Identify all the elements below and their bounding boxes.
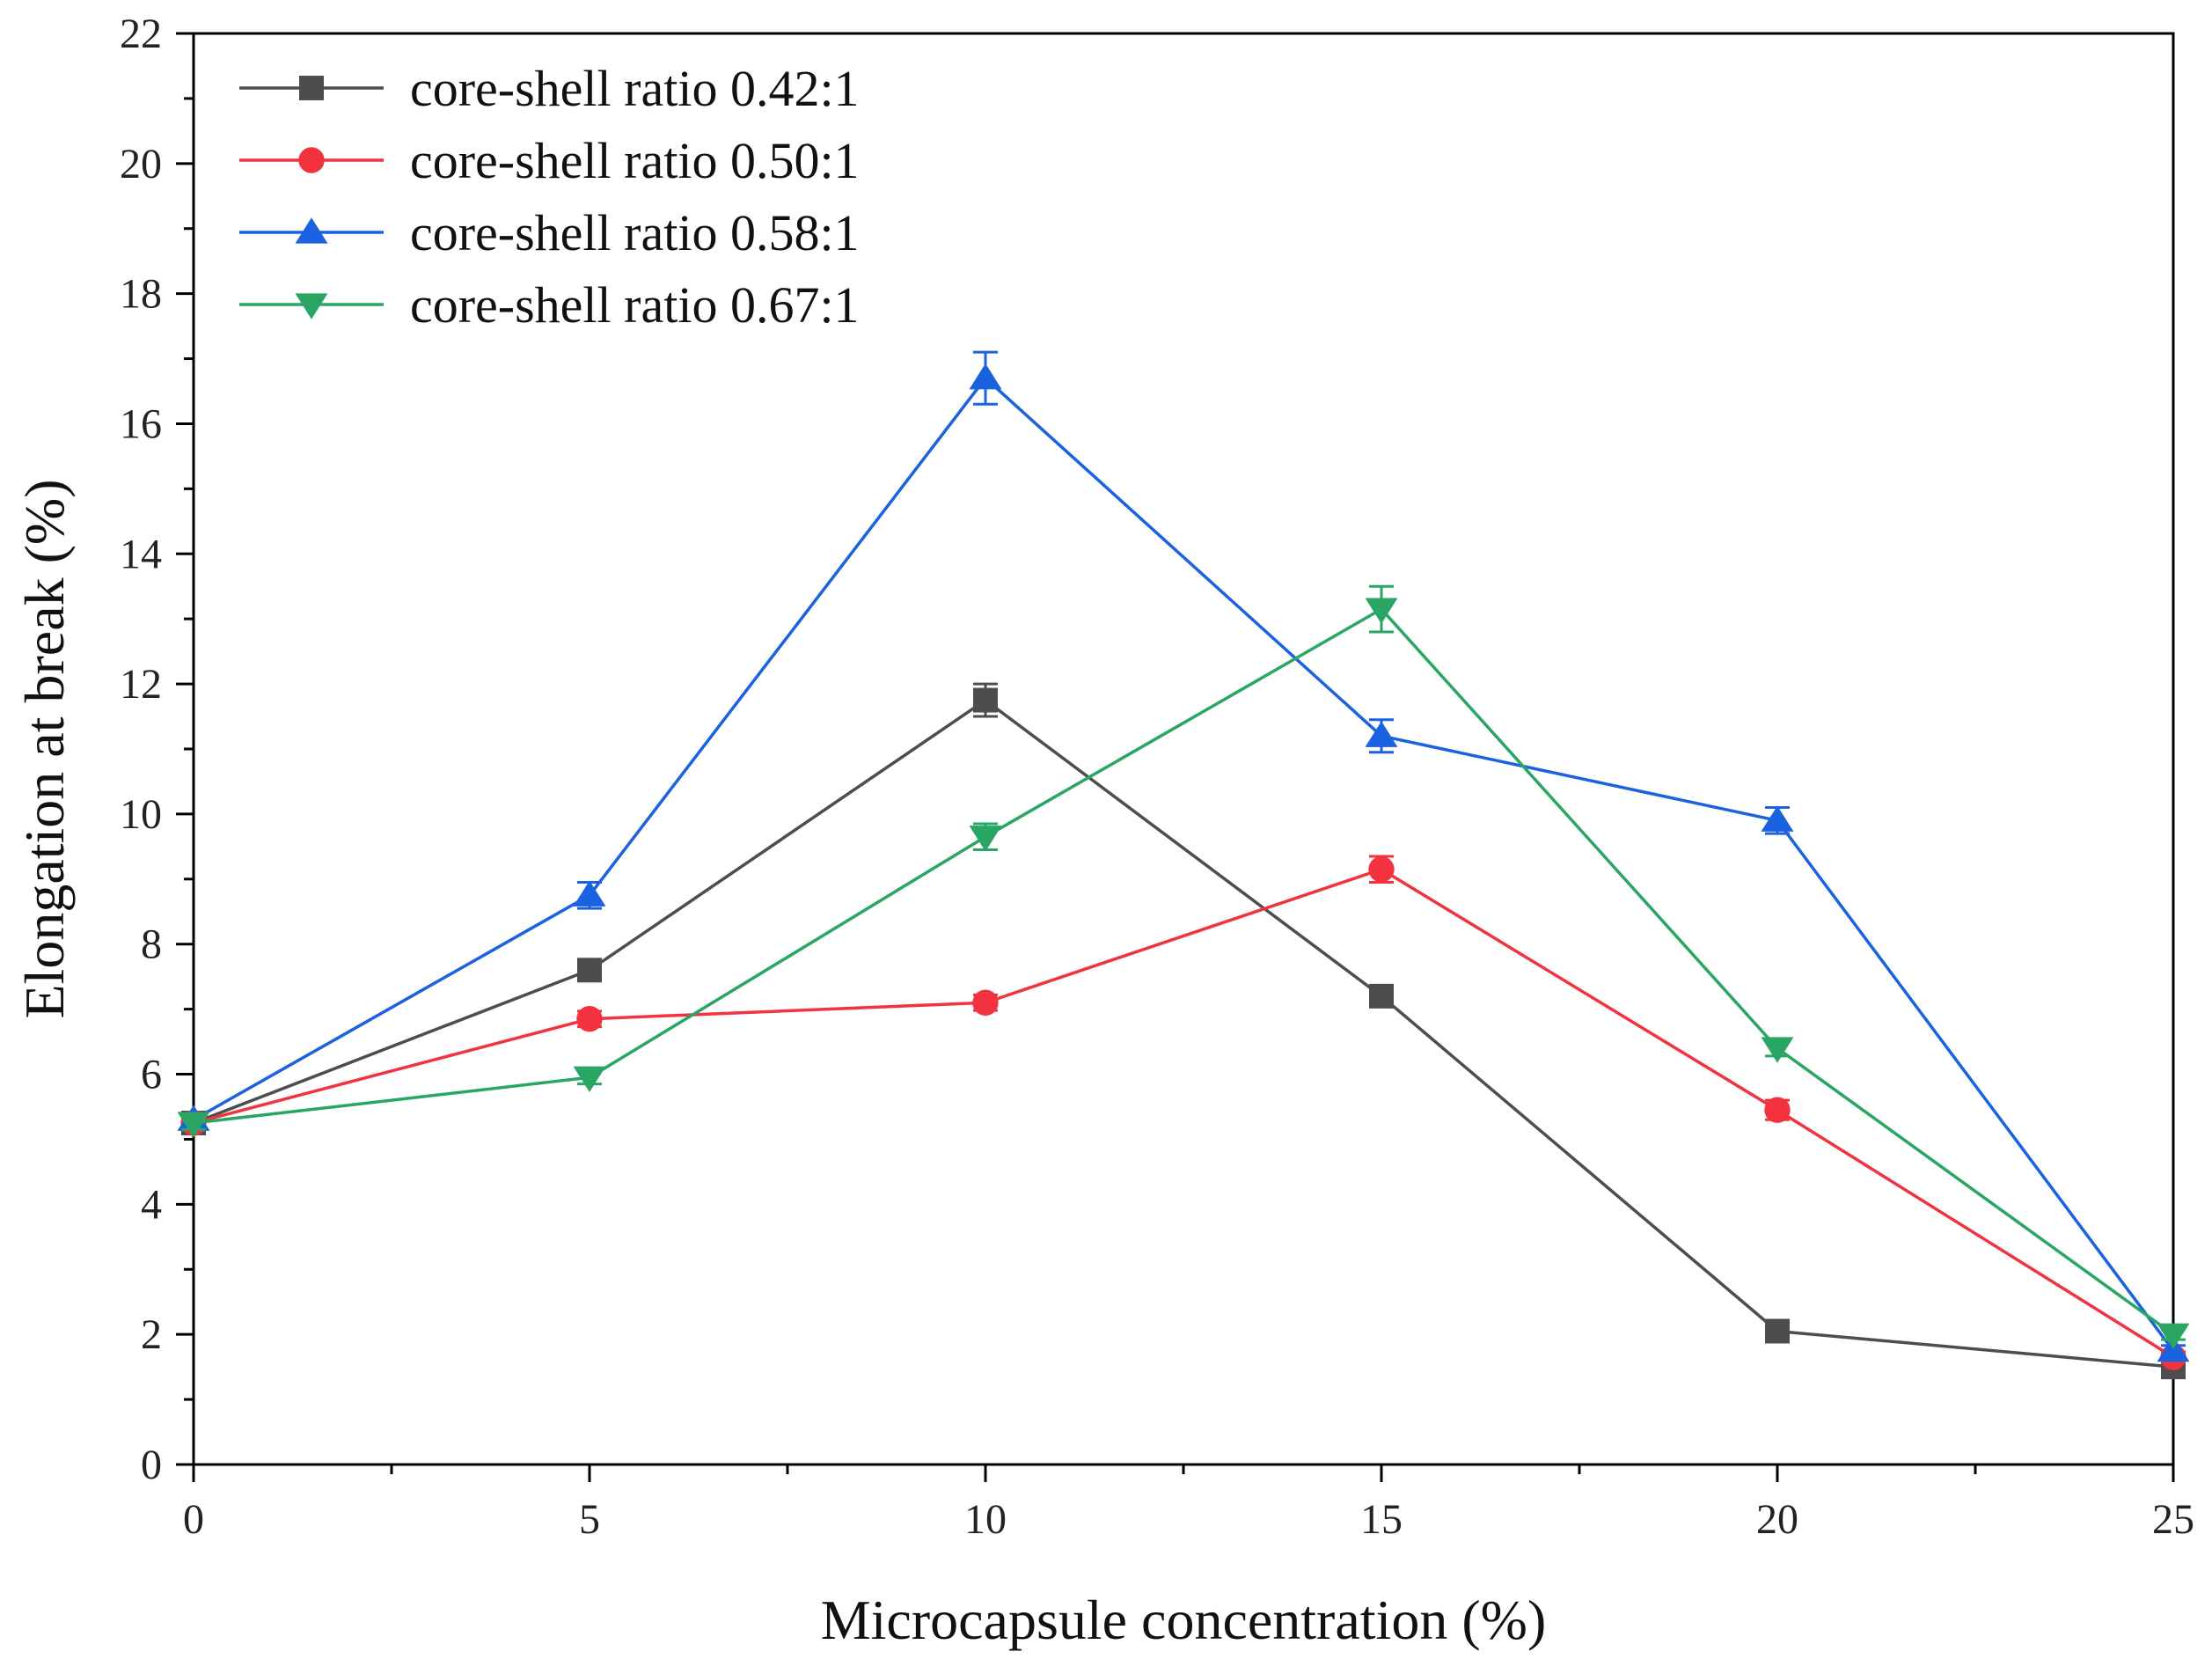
y-tick-label: 20	[120, 141, 162, 187]
y-tick-label: 14	[120, 531, 162, 577]
legend-entry: core-shell ratio 0.50:1	[239, 132, 860, 189]
data-point	[1765, 1318, 1790, 1344]
x-tick-label: 0	[183, 1496, 204, 1543]
data-point	[1365, 598, 1398, 624]
series-triangle-up	[177, 350, 2190, 1362]
data-point	[969, 826, 1002, 852]
data-point	[576, 1006, 603, 1032]
data-point	[1365, 721, 1398, 747]
legend-label: core-shell ratio 0.42:1	[410, 60, 860, 117]
legend-label: core-shell ratio 0.67:1	[410, 276, 860, 334]
x-tick-label: 10	[964, 1496, 1007, 1543]
y-tick-label: 22	[120, 11, 162, 57]
legend-entry: core-shell ratio 0.58:1	[239, 204, 860, 261]
series-triangle-down	[177, 584, 2190, 1349]
axes: 0 5 10 15 20 25 0 2 4 6 8 10 12 14 16 18 20 22	[120, 11, 2194, 1543]
y-tick-label: 18	[120, 271, 162, 318]
legend-label: core-shell ratio 0.58:1	[410, 204, 860, 261]
legend: core-shell ratio 0.42:1 core-shell ratio …	[239, 60, 860, 334]
legend-entry: core-shell ratio 0.67:1	[239, 276, 860, 334]
data-point	[1761, 1037, 1794, 1063]
data-point	[1368, 856, 1395, 883]
data-point	[2157, 1323, 2190, 1349]
series-group	[177, 350, 2190, 1380]
data-point	[972, 989, 999, 1016]
data-point	[969, 363, 1002, 390]
y-tick-label: 0	[141, 1442, 162, 1488]
data-point	[177, 1112, 210, 1138]
series-line	[193, 376, 2175, 1352]
legend-marker	[295, 293, 328, 319]
series-line	[193, 607, 2175, 1336]
data-point	[973, 687, 998, 713]
legend-entry: core-shell ratio 0.42:1	[239, 60, 860, 117]
y-tick-label: 12	[120, 661, 162, 708]
y-tick-label: 4	[141, 1181, 162, 1228]
y-tick-label: 10	[120, 791, 162, 838]
legend-marker	[298, 147, 325, 173]
data-point	[577, 958, 602, 983]
legend-marker	[295, 217, 328, 244]
data-point	[1761, 805, 1794, 832]
data-point	[573, 880, 606, 907]
legend-marker	[299, 76, 324, 100]
y-tick-label: 16	[120, 400, 162, 447]
data-point	[1369, 983, 1394, 1009]
y-tick-label: 8	[141, 921, 162, 968]
data-point	[1764, 1097, 1791, 1123]
y-axis-title: Elongation at break (%)	[13, 479, 76, 1018]
y-tick-label: 6	[141, 1052, 162, 1098]
series-line	[193, 867, 2174, 1359]
x-tick-label: 25	[2152, 1496, 2194, 1543]
x-tick-label: 5	[579, 1496, 600, 1543]
series-line	[193, 698, 2174, 1369]
data-point	[573, 1066, 606, 1093]
x-tick-label: 20	[1756, 1496, 1798, 1543]
y-tick-label: 2	[141, 1311, 162, 1358]
x-tick-label: 15	[1360, 1496, 1403, 1543]
x-axis-title: Microcapsule concentration (%)	[821, 1589, 1547, 1651]
legend-label: core-shell ratio 0.50:1	[410, 132, 860, 189]
